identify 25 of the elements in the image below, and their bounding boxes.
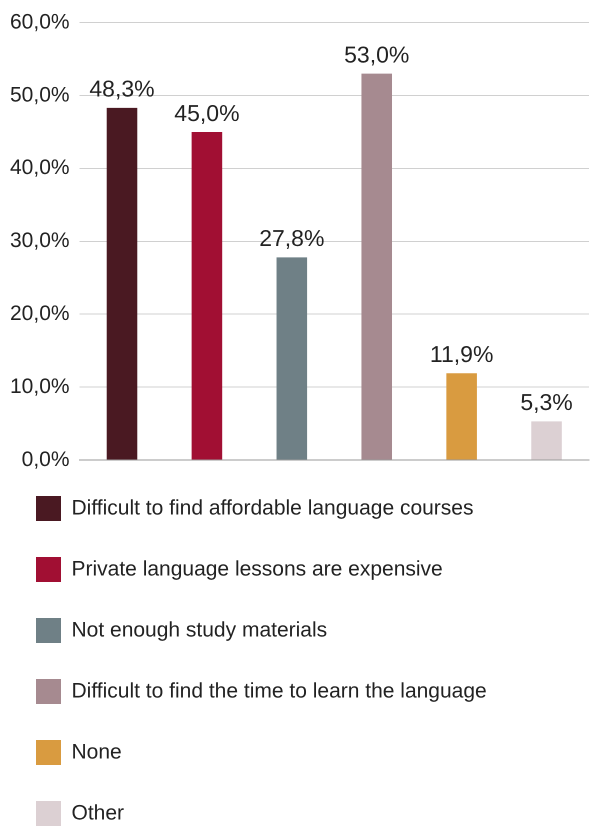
data-label: 53,0% — [344, 41, 410, 68]
data-label: 45,0% — [174, 100, 240, 126]
data-label: 11,9% — [430, 341, 494, 368]
y-tick-label: 10,0% — [10, 374, 70, 398]
bar — [531, 421, 562, 460]
bar — [361, 74, 392, 460]
legend-label: Private language lessons are expensive — [72, 557, 443, 580]
data-label: 48,3% — [89, 76, 155, 102]
y-tick-label: 50,0% — [10, 83, 70, 106]
legend-label: Difficult to find affordable language courses — [72, 496, 474, 520]
bar — [276, 257, 308, 460]
bar — [446, 373, 477, 460]
data-label: 5,3% — [520, 389, 573, 416]
legend-label: Other — [72, 801, 124, 824]
legend-label: None — [72, 740, 122, 764]
y-tick-label: 20,0% — [10, 302, 70, 325]
legend-label: Not enough study materials — [72, 618, 328, 642]
y-tick-label: 40,0% — [10, 156, 70, 180]
bar — [192, 132, 222, 460]
y-tick-label: 30,0% — [10, 229, 70, 252]
bar — [106, 108, 138, 460]
y-tick-label: 60,0% — [10, 10, 70, 34]
data-label: 27,8% — [259, 225, 324, 252]
legend-label: Difficult to find the time to learn the language — [72, 679, 487, 702]
y-tick-label: 0,0% — [22, 448, 70, 471]
